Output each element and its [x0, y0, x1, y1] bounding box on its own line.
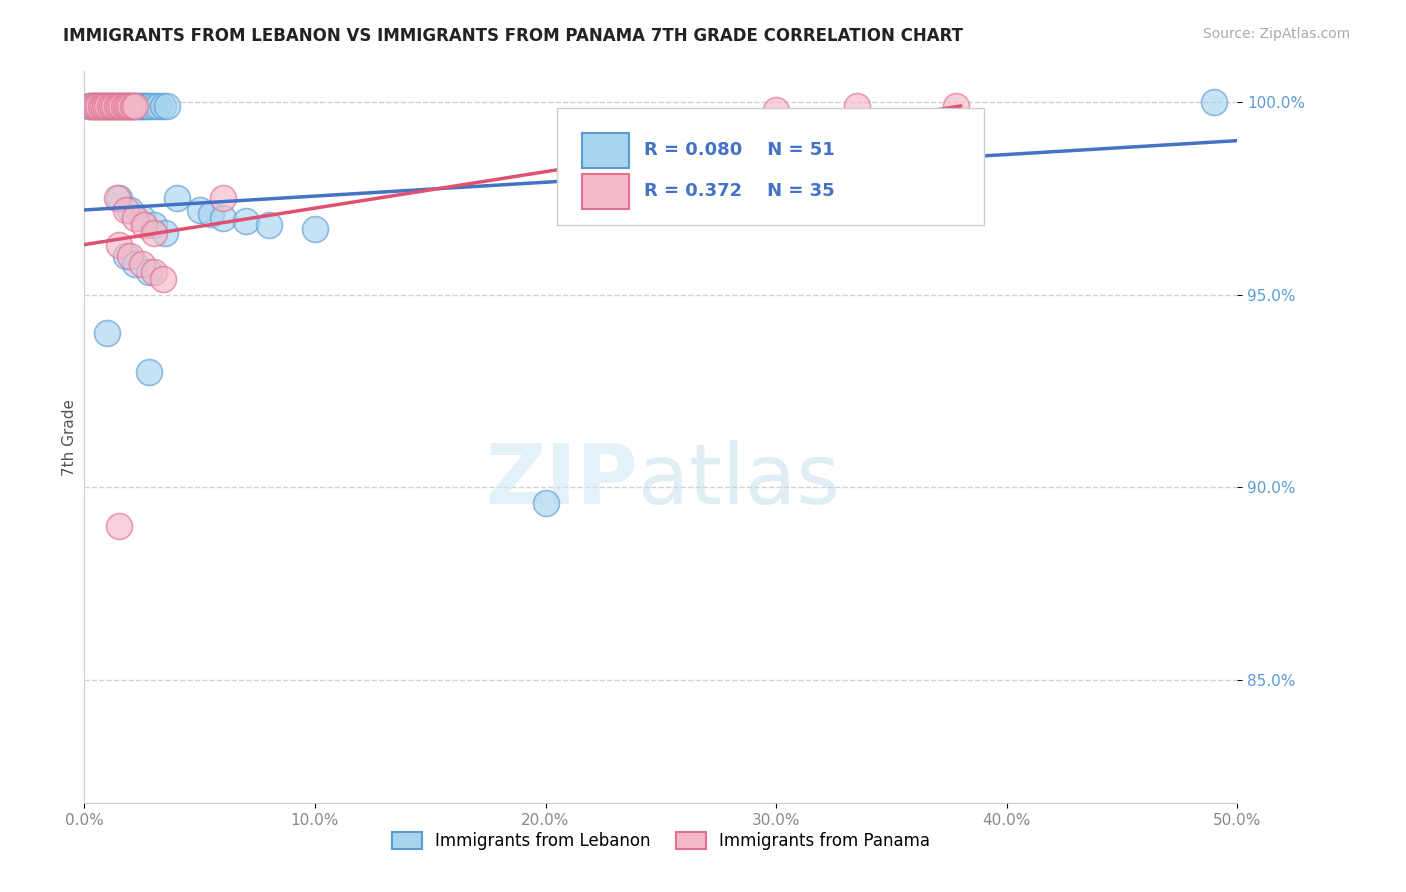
Point — [134, 219, 156, 233]
Point — [98, 99, 121, 113]
Point — [152, 99, 174, 113]
Point — [124, 99, 146, 113]
Point — [834, 195, 856, 210]
Point — [142, 99, 165, 113]
FancyBboxPatch shape — [557, 108, 984, 225]
Point — [124, 211, 146, 225]
Point — [96, 326, 118, 340]
Point — [105, 99, 128, 113]
Point — [200, 207, 222, 221]
Point — [138, 264, 160, 278]
Point — [94, 99, 117, 113]
Point — [110, 99, 132, 113]
Point — [142, 226, 165, 240]
Point — [87, 99, 110, 113]
Point — [945, 99, 967, 113]
Point — [211, 211, 233, 225]
Point — [127, 99, 149, 113]
Point — [121, 99, 143, 113]
Point — [83, 99, 105, 113]
Point — [115, 99, 138, 113]
Point — [131, 211, 153, 225]
Y-axis label: 7th Grade: 7th Grade — [62, 399, 77, 475]
Point — [188, 202, 211, 217]
Point — [124, 257, 146, 271]
Point — [108, 99, 131, 113]
Point — [94, 99, 117, 113]
Point — [120, 99, 142, 113]
Point — [115, 99, 138, 113]
Point — [105, 191, 128, 205]
Point — [108, 237, 131, 252]
Point — [84, 99, 107, 113]
Point — [124, 99, 146, 113]
Point — [96, 99, 118, 113]
Point — [765, 103, 787, 117]
Point — [80, 99, 103, 113]
Point — [91, 99, 114, 113]
Point — [534, 495, 557, 509]
Point — [101, 99, 124, 113]
Point — [153, 226, 176, 240]
Point — [108, 99, 131, 113]
Point — [103, 99, 125, 113]
Point — [304, 222, 326, 236]
Point — [120, 249, 142, 263]
Point — [101, 99, 124, 113]
FancyBboxPatch shape — [582, 174, 628, 209]
Point — [83, 99, 105, 113]
FancyBboxPatch shape — [582, 133, 628, 168]
Point — [112, 99, 135, 113]
Point — [115, 249, 138, 263]
Point — [84, 99, 107, 113]
Point — [257, 219, 280, 233]
Text: R = 0.080    N = 51: R = 0.080 N = 51 — [644, 141, 834, 160]
Point — [135, 99, 157, 113]
Point — [112, 99, 135, 113]
Text: Source: ZipAtlas.com: Source: ZipAtlas.com — [1202, 27, 1350, 41]
Point — [91, 99, 114, 113]
Text: R = 0.372    N = 35: R = 0.372 N = 35 — [644, 182, 834, 201]
Point — [77, 99, 100, 113]
Point — [98, 99, 121, 113]
Point — [142, 264, 165, 278]
Point — [138, 365, 160, 379]
Point — [115, 202, 138, 217]
Point — [146, 99, 169, 113]
Point — [110, 99, 132, 113]
Point — [108, 518, 131, 533]
Point — [134, 99, 156, 113]
Point — [120, 99, 142, 113]
Point — [156, 99, 179, 113]
Point — [128, 99, 150, 113]
Point — [131, 257, 153, 271]
Point — [152, 272, 174, 286]
Point — [211, 191, 233, 205]
Point — [117, 99, 139, 113]
Point — [105, 99, 128, 113]
Point — [138, 99, 160, 113]
Point — [121, 99, 143, 113]
Point — [142, 219, 165, 233]
Point — [89, 99, 111, 113]
Point — [89, 99, 111, 113]
Point — [80, 99, 103, 113]
Point — [87, 99, 110, 113]
Point — [1204, 95, 1226, 110]
Point — [845, 99, 868, 113]
Point — [166, 191, 188, 205]
Text: IMMIGRANTS FROM LEBANON VS IMMIGRANTS FROM PANAMA 7TH GRADE CORRELATION CHART: IMMIGRANTS FROM LEBANON VS IMMIGRANTS FR… — [63, 27, 963, 45]
Point — [96, 99, 118, 113]
Point — [235, 214, 257, 228]
Point — [131, 99, 153, 113]
Point — [117, 99, 139, 113]
Point — [108, 191, 131, 205]
Point — [787, 195, 810, 210]
Point — [120, 202, 142, 217]
Text: ZIP: ZIP — [485, 441, 638, 522]
Text: atlas: atlas — [638, 441, 839, 522]
Point — [103, 99, 125, 113]
Legend: Immigrants from Lebanon, Immigrants from Panama: Immigrants from Lebanon, Immigrants from… — [385, 825, 936, 856]
